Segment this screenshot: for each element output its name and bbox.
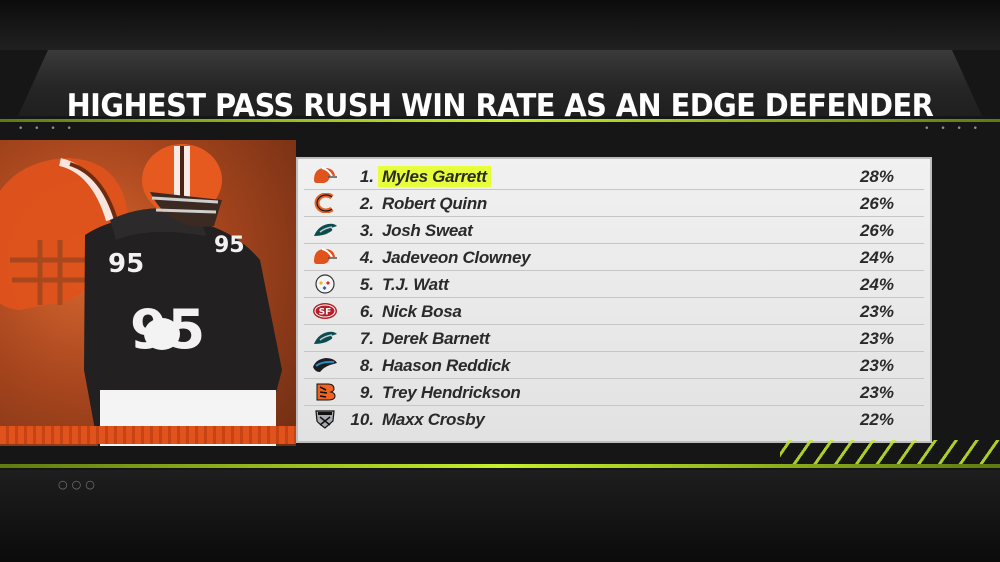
green-slash-decoration [780,440,1000,464]
title-wrapper: HIGHEST PASS RUSH WIN RATE AS AN EDGE DE… [0,0,1000,124]
bengals-b-icon [312,382,338,402]
win-rate: 24% [859,248,894,267]
browns-helmet-icon [312,166,338,186]
win-rate: 23% [859,356,894,375]
bottom-background [0,470,1000,562]
rank-number: 6. [359,302,374,321]
player-name: Jadeveon Clowney [382,248,531,267]
title-bar [18,50,982,116]
player-name: Josh Sweat [382,221,473,240]
eagles-head-icon [312,328,338,348]
player-name: Trey Hendrickson [382,383,521,402]
rank-number: 10. [350,410,374,429]
49ers-logo-icon: SF [312,301,338,321]
steelers-logo-icon [312,274,338,294]
dots-decoration-right: • • • • [924,124,982,134]
player-name: Nick Bosa [382,302,462,321]
bottom-accent-line [0,464,1000,468]
dots-decoration-left: • • • • [18,124,76,134]
win-rate: 26% [859,194,894,213]
table-row: SF 6. Nick Bosa 23% [304,298,924,325]
player-name: Maxx Crosby [382,410,485,429]
page-title: HIGHEST PASS RUSH WIN RATE AS AN EDGE DE… [66,88,934,124]
win-rate: 28% [859,167,894,186]
rank-number: 9. [359,383,374,402]
eagles-head-icon [312,220,338,240]
ranking-table: 1. Myles Garrett 28% 2. Robert Quinn 26%… [296,157,932,443]
player-illustration: 95 95 95 [0,144,282,446]
top-background [0,0,1000,50]
player-name: Myles Garrett [378,166,491,187]
rank-number: 2. [359,194,374,213]
top-accent-line [0,119,1000,122]
table-row: 8. Haason Reddick 23% [304,352,924,379]
table-row: 10. Maxx Crosby 22% [304,406,924,433]
table-row: 9. Trey Hendrickson 23% [304,379,924,406]
win-rate: 23% [859,302,894,321]
player-name: Derek Barnett [382,329,490,348]
shoulder-number-left: 95 [108,249,144,279]
table-row: 2. Robert Quinn 26% [304,190,924,217]
rank-number: 3. [359,221,374,240]
table-row: 4. Jadeveon Clowney 24% [304,244,924,271]
orange-stripe-bar [0,426,296,444]
svg-text:SF: SF [319,308,332,318]
player-image-panel: 95 95 95 [0,140,296,446]
table-row: 3. Josh Sweat 26% [304,217,924,244]
table-row: 5. T.J. Watt 24% [304,271,924,298]
bears-c-icon [312,192,338,214]
player-name: Haason Reddick [382,356,511,375]
player-name: Robert Quinn [382,194,487,213]
win-rate: 26% [859,221,894,240]
rank-number: 4. [359,248,374,267]
table-row: 1. Myles Garrett 28% [304,163,924,190]
player-name: T.J. Watt [382,275,449,294]
browns-helmet-icon [312,247,338,267]
dots-decoration-bottom: ○○○ [58,478,99,491]
rank-number: 8. [359,356,374,375]
win-rate: 22% [859,410,894,429]
shoulder-number-right: 95 [214,233,245,258]
win-rate: 24% [859,275,894,294]
panthers-head-icon [312,355,338,375]
rank-number: 7. [359,329,374,348]
win-rate: 23% [859,329,894,348]
rank-number: 5. [359,275,374,294]
rank-number: 1. [359,167,374,186]
table-row: 7. Derek Barnett 23% [304,325,924,352]
win-rate: 23% [859,383,894,402]
raiders-shield-icon [312,409,338,429]
